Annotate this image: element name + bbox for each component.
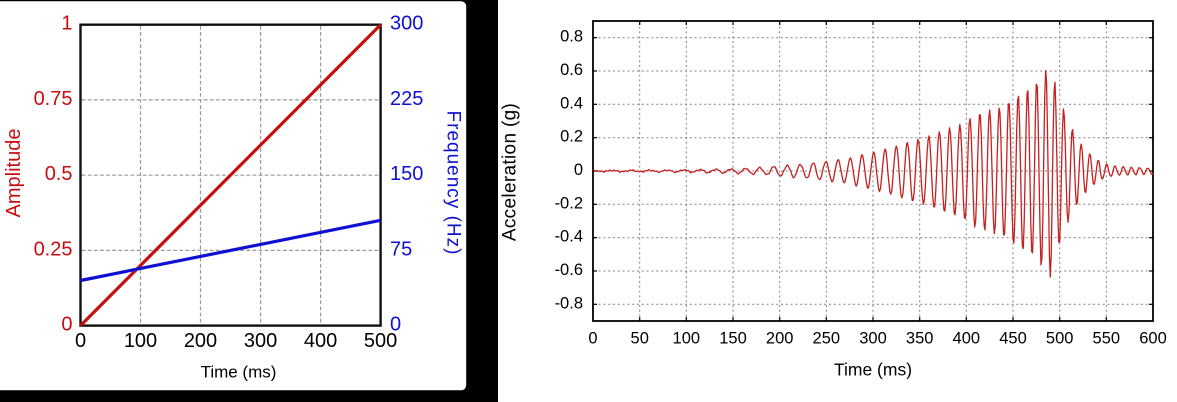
svg-text:300: 300 <box>390 13 423 35</box>
svg-text:0.6: 0.6 <box>560 61 583 79</box>
svg-text:0: 0 <box>61 314 72 336</box>
svg-text:350: 350 <box>906 330 934 348</box>
svg-text:150: 150 <box>719 330 747 348</box>
svg-text:50: 50 <box>631 330 649 348</box>
svg-text:0.2: 0.2 <box>560 128 583 146</box>
svg-text:Frequency (Hz): Frequency (Hz) <box>443 111 464 256</box>
svg-text:600: 600 <box>1139 330 1167 348</box>
svg-text:0: 0 <box>75 330 86 352</box>
svg-text:400: 400 <box>953 330 981 348</box>
svg-text:Acceleration (g): Acceleration (g) <box>500 103 521 241</box>
svg-text:100: 100 <box>124 330 157 352</box>
svg-text:200: 200 <box>766 330 794 348</box>
svg-text:0.8: 0.8 <box>560 28 583 46</box>
svg-text:0: 0 <box>588 330 597 348</box>
svg-text:400: 400 <box>304 330 337 352</box>
svg-text:225: 225 <box>390 88 423 110</box>
svg-text:250: 250 <box>813 330 841 348</box>
svg-text:0: 0 <box>574 161 583 179</box>
svg-text:Amplitude: Amplitude <box>3 129 25 218</box>
svg-text:150: 150 <box>390 163 423 185</box>
svg-text:500: 500 <box>364 330 397 352</box>
svg-text:0.75: 0.75 <box>34 88 73 110</box>
svg-text:0.5: 0.5 <box>45 163 73 185</box>
svg-text:1: 1 <box>61 13 72 35</box>
svg-text:Time (ms): Time (ms) <box>834 360 912 380</box>
svg-text:-0.6: -0.6 <box>555 261 583 279</box>
svg-text:450: 450 <box>999 330 1027 348</box>
svg-text:-0.8: -0.8 <box>555 294 583 312</box>
svg-text:550: 550 <box>1093 330 1121 348</box>
svg-text:300: 300 <box>859 330 887 348</box>
svg-text:75: 75 <box>390 238 412 260</box>
svg-text:0: 0 <box>390 314 401 336</box>
svg-text:0.4: 0.4 <box>560 94 583 112</box>
svg-text:200: 200 <box>184 330 217 352</box>
svg-text:300: 300 <box>244 330 277 352</box>
svg-text:500: 500 <box>1046 330 1074 348</box>
svg-text:100: 100 <box>673 330 701 348</box>
svg-text:Time (ms): Time (ms) <box>201 363 277 382</box>
svg-text:-0.2: -0.2 <box>555 194 583 212</box>
svg-text:-0.4: -0.4 <box>555 228 583 246</box>
svg-text:0.25: 0.25 <box>34 238 73 260</box>
